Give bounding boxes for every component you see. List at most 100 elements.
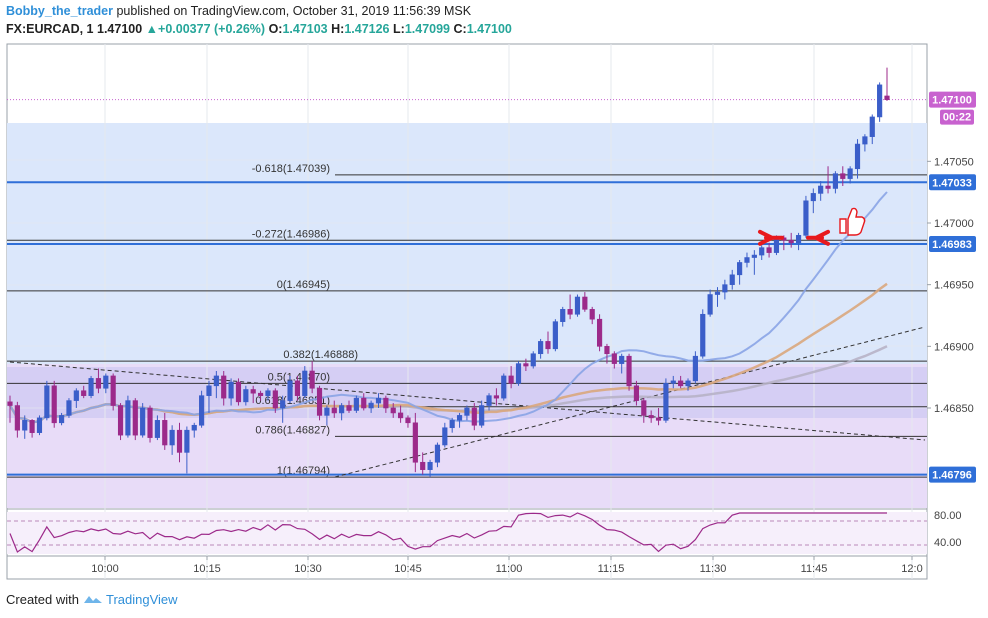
price-tick-label-2: 1.46900 (934, 341, 974, 353)
rsi-pane (7, 512, 927, 554)
candle-body-81 (604, 346, 610, 355)
candle-body-6 (51, 385, 57, 424)
candle-body-28 (213, 375, 219, 387)
descending-trend-line (9, 361, 926, 441)
bar-timer-bg (940, 109, 974, 125)
candle-body-61 (456, 415, 463, 421)
candle-body-48 (361, 397, 367, 409)
candle-body-57 (427, 461, 433, 470)
rsi-tick-label-1: 40.00 (934, 537, 962, 549)
candle-body-50 (375, 397, 382, 404)
fib-label-0: -0.618(1.47039) (252, 163, 330, 175)
time-tick-label-2: 10:30 (294, 563, 322, 575)
symbol-label: FX:EURCAD, 1 (6, 22, 94, 36)
current-price-badge-text: 1.47100 (932, 95, 972, 107)
candle-body-60 (449, 420, 455, 429)
candle-body-44 (331, 407, 337, 414)
candle-body-11 (88, 378, 94, 396)
candle-body-46 (346, 405, 352, 411)
candle-body-53 (398, 412, 404, 419)
fib-label-6: 0.786(1.46827) (255, 424, 330, 436)
candle-body-104 (773, 237, 780, 253)
candle-body-3 (29, 420, 35, 433)
ma-20-line (9, 191, 888, 424)
axes: 1.47000 1.46950 1.46900 1.46850 1.47050 80.00… (91, 91, 976, 575)
time-tick-label-7: 11:45 (801, 563, 828, 575)
close-value: 1.47100 (466, 22, 512, 36)
footer: Created with TradingView (6, 592, 178, 607)
candle-body-71 (530, 353, 536, 367)
candle-body-110 (818, 185, 824, 194)
candle-body-90 (670, 380, 676, 384)
candle-body-103 (766, 247, 772, 253)
level-badge-0-text: 1.47033 (932, 177, 972, 189)
candle-body-93 (692, 355, 698, 382)
candle-body-12 (95, 378, 102, 389)
candle-body-111 (825, 185, 831, 189)
candle-body-116 (862, 136, 868, 145)
up-arrow-icon: ▲ (145, 22, 159, 36)
candle-body-69 (515, 363, 522, 384)
time-tick-label-5: 11:15 (598, 563, 625, 575)
level-badge-1-bg (929, 235, 976, 252)
rsi-line (9, 512, 887, 553)
candle-body-70 (523, 363, 529, 367)
candle-body-14 (110, 375, 116, 406)
candle-body-58 (434, 444, 441, 463)
candle-body-43 (324, 407, 330, 416)
candle-body-1 (14, 405, 20, 431)
candle-body-101 (751, 254, 757, 258)
low-value: 1.47099 (404, 22, 450, 36)
candle-body-22 (169, 429, 175, 446)
created-with-text: Created with (6, 592, 79, 607)
candle-body-92 (685, 380, 691, 387)
candle-body-97 (722, 284, 728, 293)
right-arrow-icon (758, 229, 784, 246)
candle-body-96 (714, 291, 721, 295)
level-badge-2-text: 1.46796 (932, 470, 972, 482)
candle-body-109 (810, 193, 816, 202)
candle-body-26 (199, 395, 205, 426)
tradingview-logo-icon (83, 593, 103, 605)
candle-body-55 (412, 422, 418, 463)
candle-body-15 (117, 405, 124, 436)
fib-label-2: 0(1.46945) (277, 279, 330, 291)
candle-body-76 (567, 309, 573, 315)
candle-body-117 (869, 116, 875, 137)
candle-body-100 (744, 257, 750, 263)
bar-timer-text: 00:22 (943, 112, 971, 124)
high-value: 1.47126 (344, 22, 390, 36)
candle-body-13 (103, 375, 109, 389)
time-tick-label-4: 11:00 (496, 563, 523, 575)
candle-body-41 (309, 370, 315, 389)
thumbs-up-icon (839, 207, 866, 236)
candle-body-10 (81, 390, 87, 396)
candle-body-115 (854, 143, 861, 170)
time-tick-label-3: 10:45 (394, 563, 422, 575)
candle-body-47 (353, 397, 359, 411)
current-price-badge-bg (929, 91, 976, 108)
candle-body-112 (832, 173, 838, 189)
ascending-trend-line (334, 326, 926, 478)
author-link[interactable]: Bobby_the_trader (6, 4, 113, 18)
time-tick-label-0: 10:00 (91, 563, 119, 575)
price-tick-label-0: 1.47000 (934, 218, 974, 230)
candle-body-83 (619, 355, 625, 364)
last-price: 1.47100 (97, 22, 143, 36)
candle-body-89 (663, 383, 669, 421)
candle-body-16 (125, 400, 131, 436)
candle-body-119 (884, 95, 890, 100)
fib-label-1: -0.272(1.46986) (252, 228, 330, 240)
candle-body-35 (265, 390, 271, 396)
candle-body-63 (471, 407, 477, 426)
candle-body-8 (66, 400, 72, 416)
candle-body-49 (368, 402, 374, 409)
publish-line: Bobby_the_trader published on TradingVie… (6, 4, 966, 21)
candle-body-75 (560, 309, 566, 322)
rsi-tick-label-0: 80.00 (934, 510, 962, 522)
candle-body-33 (250, 389, 256, 394)
candle-body-23 (176, 429, 183, 453)
tradingview-link[interactable]: TradingView (106, 592, 178, 607)
candle-body-38 (287, 380, 293, 401)
